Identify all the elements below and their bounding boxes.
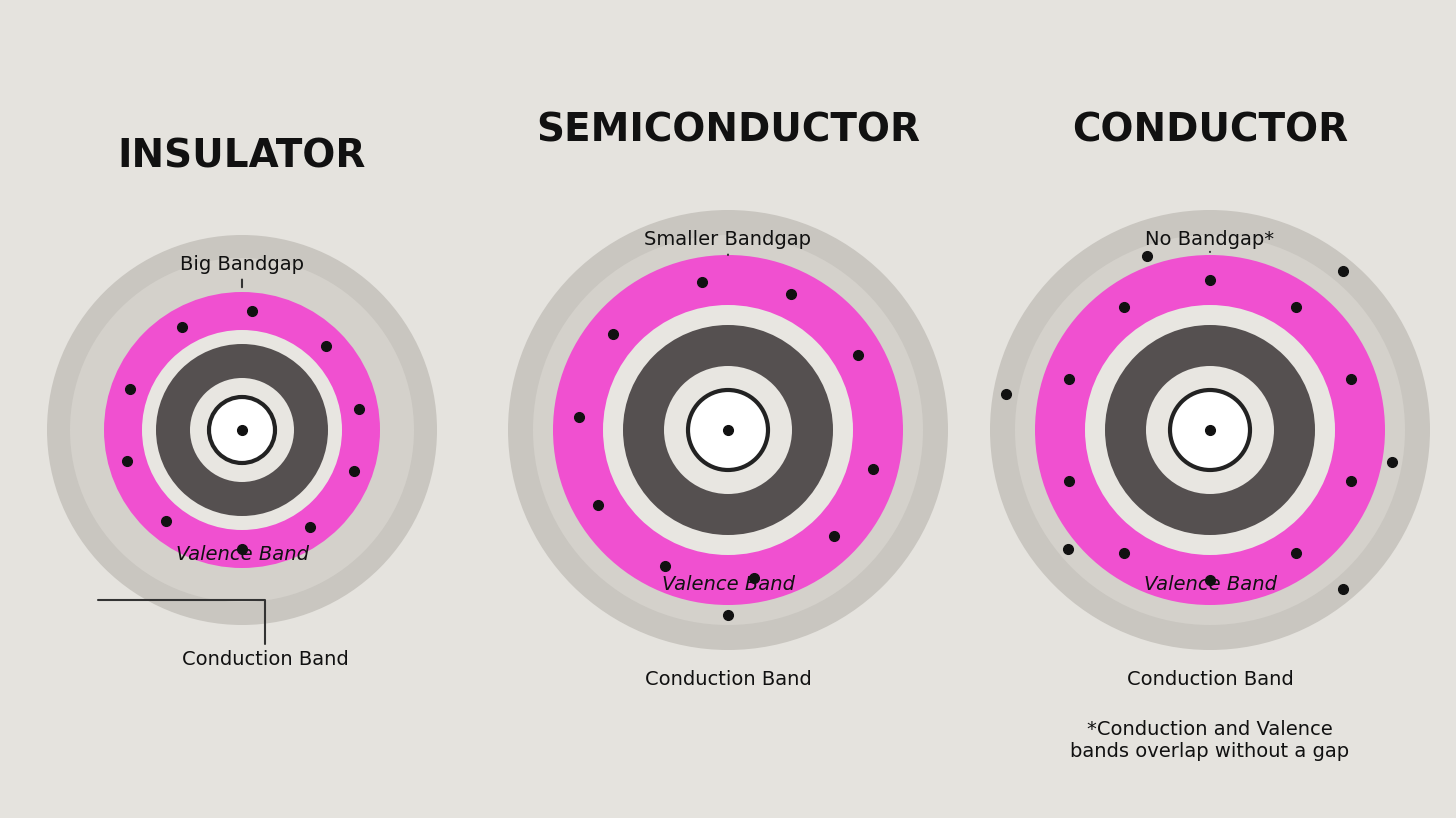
Circle shape bbox=[689, 390, 767, 470]
Circle shape bbox=[990, 210, 1430, 650]
Text: Conduction Band: Conduction Band bbox=[645, 670, 811, 689]
Text: Big Bandgap: Big Bandgap bbox=[181, 255, 304, 287]
Circle shape bbox=[533, 235, 923, 625]
Circle shape bbox=[603, 305, 853, 555]
Circle shape bbox=[1035, 255, 1385, 605]
Circle shape bbox=[70, 258, 414, 602]
Circle shape bbox=[623, 325, 833, 535]
Text: *Conduction and Valence
bands overlap without a gap: *Conduction and Valence bands overlap wi… bbox=[1070, 720, 1350, 761]
Text: Conduction Band: Conduction Band bbox=[98, 600, 349, 669]
Circle shape bbox=[47, 235, 437, 625]
Text: Valence Band: Valence Band bbox=[1143, 576, 1277, 595]
Text: SEMICONDUCTOR: SEMICONDUCTOR bbox=[536, 112, 920, 150]
Circle shape bbox=[508, 210, 948, 650]
Circle shape bbox=[103, 292, 380, 568]
Circle shape bbox=[156, 344, 328, 516]
Circle shape bbox=[1105, 325, 1315, 535]
Text: Valence Band: Valence Band bbox=[661, 576, 795, 595]
Circle shape bbox=[1015, 235, 1405, 625]
Text: Valence Band: Valence Band bbox=[176, 545, 309, 564]
Circle shape bbox=[1171, 390, 1251, 470]
Circle shape bbox=[1146, 366, 1274, 494]
Text: INSULATOR: INSULATOR bbox=[118, 137, 367, 175]
Circle shape bbox=[189, 378, 294, 482]
Text: Conduction Band: Conduction Band bbox=[1127, 670, 1293, 689]
Circle shape bbox=[143, 330, 342, 530]
Circle shape bbox=[1085, 305, 1335, 555]
Circle shape bbox=[664, 366, 792, 494]
Circle shape bbox=[210, 397, 275, 463]
Text: Smaller Bandgap: Smaller Bandgap bbox=[645, 230, 811, 255]
Circle shape bbox=[553, 255, 903, 605]
Text: CONDUCTOR: CONDUCTOR bbox=[1072, 112, 1348, 150]
Text: No Bandgap*: No Bandgap* bbox=[1146, 230, 1274, 252]
